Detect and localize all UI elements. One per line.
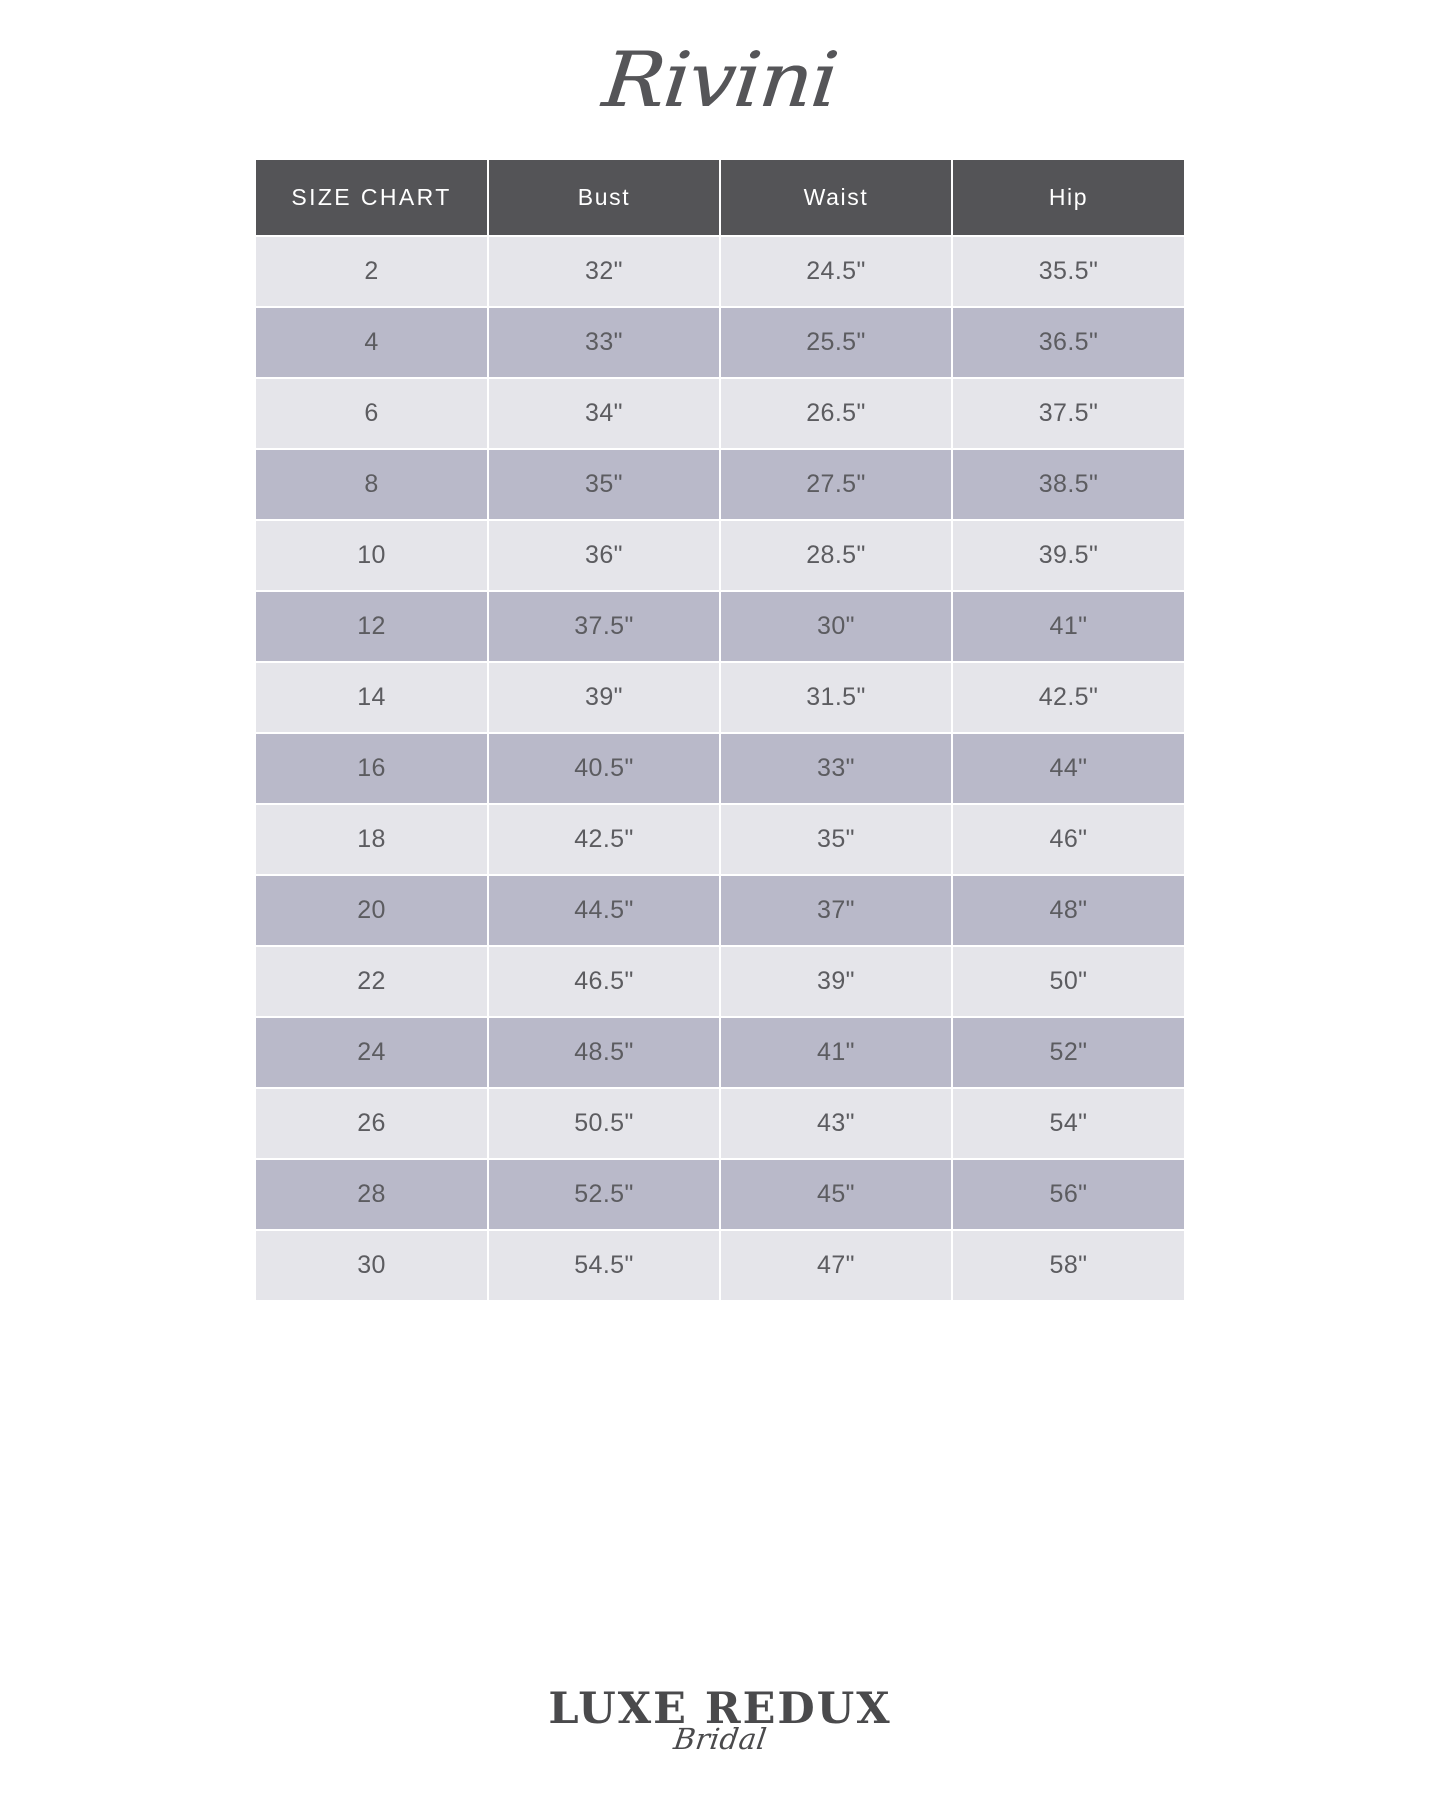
table-row: 28 52.5" 45" 56"	[256, 1159, 1184, 1231]
hip-cell: 52"	[952, 1017, 1184, 1089]
bust-cell: 46.5"	[488, 946, 721, 1018]
table-row: 6 34" 26.5" 37.5"	[256, 378, 1184, 450]
size-cell: 26	[256, 1088, 489, 1160]
size-cell: 18	[256, 804, 489, 876]
bust-cell: 40.5"	[488, 733, 721, 805]
bust-cell: 37.5"	[488, 591, 721, 663]
bust-cell: 35"	[488, 449, 721, 521]
waist-cell: 33"	[720, 733, 953, 805]
bridal-script-wordmark: Bridal	[671, 1722, 769, 1756]
rivini-wordmark: Rivini	[598, 35, 842, 124]
waist-cell: 39"	[720, 946, 953, 1018]
hip-cell: 41"	[952, 591, 1184, 663]
size-cell: 6	[256, 378, 489, 450]
size-cell: 8	[256, 449, 489, 521]
waist-cell: 35"	[720, 804, 953, 876]
waist-cell: 41"	[720, 1017, 953, 1089]
bust-cell: 39"	[488, 662, 721, 734]
hip-cell: 44"	[952, 733, 1184, 805]
bust-cell: 34"	[488, 378, 721, 450]
table-row: 2 32" 24.5" 35.5"	[256, 236, 1184, 308]
hip-cell: 38.5"	[952, 449, 1184, 521]
table-row: 14 39" 31.5" 42.5"	[256, 662, 1184, 734]
hip-cell: 39.5"	[952, 520, 1184, 592]
table-row: 24 48.5" 41" 52"	[256, 1017, 1184, 1089]
hip-cell: 50"	[952, 946, 1184, 1018]
waist-cell: 37"	[720, 875, 953, 947]
hip-cell: 54"	[952, 1088, 1184, 1160]
table-row: 4 33" 25.5" 36.5"	[256, 307, 1184, 379]
hip-cell: 37.5"	[952, 378, 1184, 450]
table-row: 10 36" 28.5" 39.5"	[256, 520, 1184, 592]
size-chart-container: SIZE CHART Bust Waist Hip 2 32" 24.5" 35.5"…	[256, 160, 1184, 1302]
waist-cell: 26.5"	[720, 378, 953, 450]
size-cell: 12	[256, 591, 489, 663]
size-cell: 28	[256, 1159, 489, 1231]
hip-cell: 42.5"	[952, 662, 1184, 734]
hip-cell: 48"	[952, 875, 1184, 947]
header-brand-logo: Rivini	[0, 0, 1440, 160]
table-row: 22 46.5" 39" 50"	[256, 946, 1184, 1018]
table-row: 30 54.5" 47" 58"	[256, 1230, 1184, 1302]
hip-cell: 36.5"	[952, 307, 1184, 379]
table-row: 8 35" 27.5" 38.5"	[256, 449, 1184, 521]
bust-cell: 32"	[488, 236, 721, 308]
size-cell: 20	[256, 875, 489, 947]
size-chart-body: 2 32" 24.5" 35.5" 4 33" 25.5" 36.5" 6 34" 26.5" 37.…	[256, 236, 1184, 1302]
waist-cell: 43"	[720, 1088, 953, 1160]
waist-cell: 28.5"	[720, 520, 953, 592]
size-chart-table: SIZE CHART Bust Waist Hip 2 32" 24.5" 35.5"…	[256, 160, 1184, 1302]
luxe-redux-wordmark: LUXE REDUX	[548, 1684, 892, 1734]
table-row: 12 37.5" 30" 41"	[256, 591, 1184, 663]
waist-cell: 47"	[720, 1230, 953, 1302]
waist-cell: 24.5"	[720, 236, 953, 308]
size-cell: 2	[256, 236, 489, 308]
waist-cell: 31.5"	[720, 662, 953, 734]
waist-cell: 45"	[720, 1159, 953, 1231]
table-row: 16 40.5" 33" 44"	[256, 733, 1184, 805]
table-row: 20 44.5" 37" 48"	[256, 875, 1184, 947]
bust-cell: 50.5"	[488, 1088, 721, 1160]
hip-cell: 56"	[952, 1159, 1184, 1231]
footer-brand-logo: LUXE REDUX Bridal	[0, 1684, 1440, 1757]
size-cell: 10	[256, 520, 489, 592]
bust-cell: 52.5"	[488, 1159, 721, 1231]
size-cell: 22	[256, 946, 489, 1018]
waist-cell: 27.5"	[720, 449, 953, 521]
table-header-row: SIZE CHART Bust Waist Hip	[256, 160, 1184, 237]
bust-cell: 36"	[488, 520, 721, 592]
bust-cell: 42.5"	[488, 804, 721, 876]
hip-cell: 35.5"	[952, 236, 1184, 308]
size-cell: 14	[256, 662, 489, 734]
bust-cell: 33"	[488, 307, 721, 379]
column-header-waist: Waist	[720, 160, 953, 237]
bust-cell: 54.5"	[488, 1230, 721, 1302]
hip-cell: 58"	[952, 1230, 1184, 1302]
size-cell: 16	[256, 733, 489, 805]
size-cell: 24	[256, 1017, 489, 1089]
hip-cell: 46"	[952, 804, 1184, 876]
size-cell: 4	[256, 307, 489, 379]
waist-cell: 25.5"	[720, 307, 953, 379]
size-chart-header: SIZE CHART Bust Waist Hip	[256, 160, 1184, 237]
size-cell: 30	[256, 1230, 489, 1302]
column-header-hip: Hip	[952, 160, 1184, 237]
bust-cell: 48.5"	[488, 1017, 721, 1089]
column-header-bust: Bust	[488, 160, 721, 237]
table-row: 18 42.5" 35" 46"	[256, 804, 1184, 876]
bust-cell: 44.5"	[488, 875, 721, 947]
column-header-size: SIZE CHART	[256, 160, 489, 237]
table-row: 26 50.5" 43" 54"	[256, 1088, 1184, 1160]
waist-cell: 30"	[720, 591, 953, 663]
